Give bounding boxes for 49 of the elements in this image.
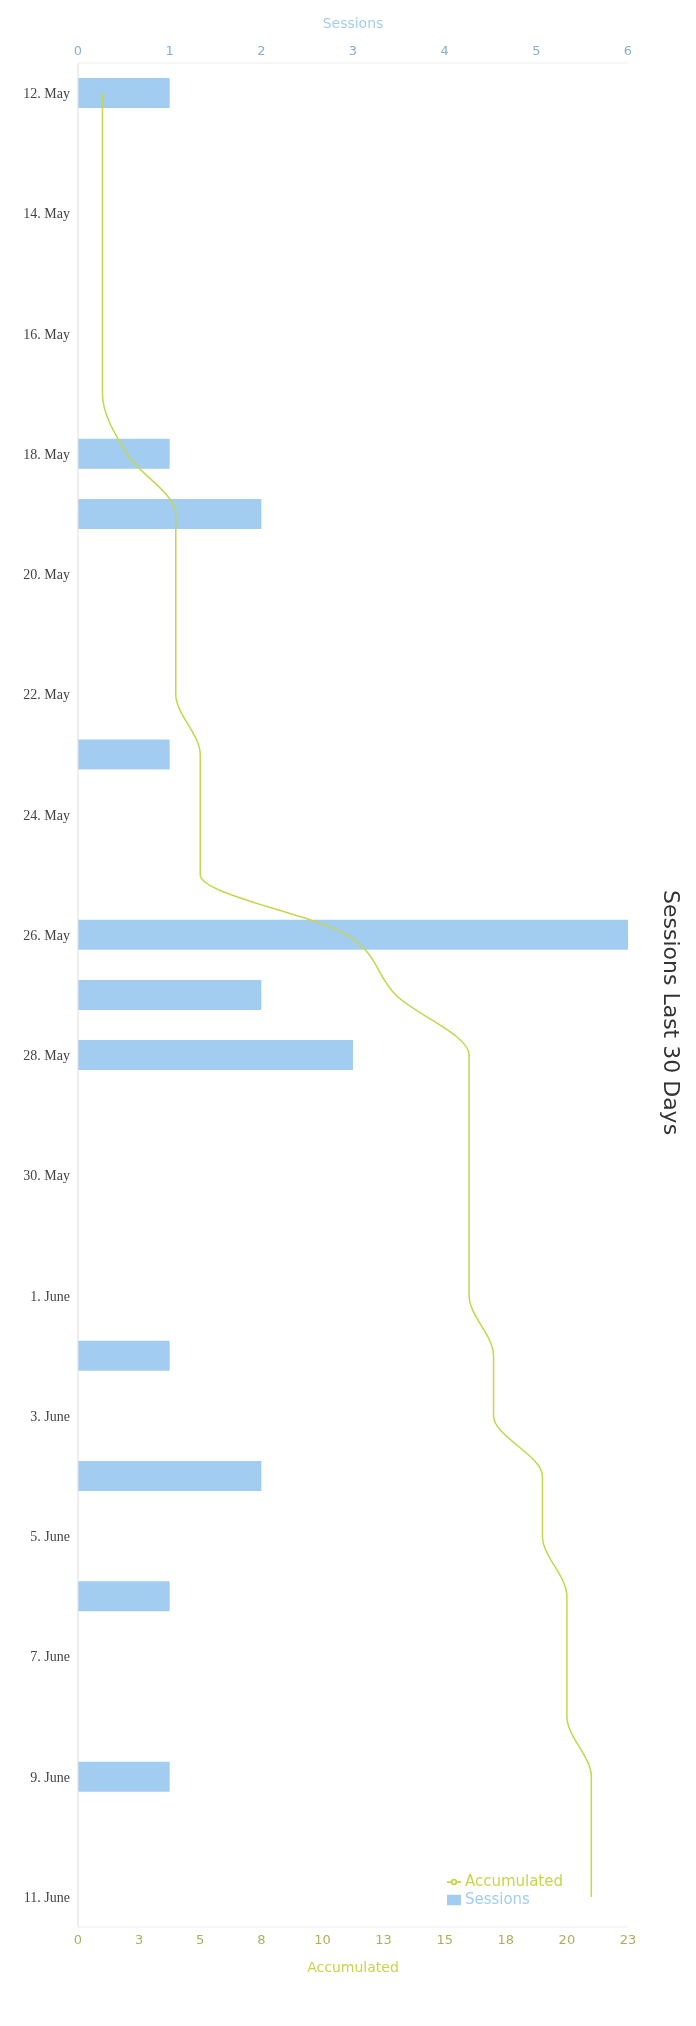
bar [78,1581,170,1612]
x-tick-label: 5 [532,43,541,58]
x2-tick-label: 20 [558,1932,576,1948]
x-tick-label: 3 [348,43,358,58]
x2-tick-label: 3 [134,1932,144,1948]
x2-tick-label: 15 [436,1932,453,1948]
bar [78,438,170,469]
x-tick-label: 0 [73,43,83,58]
y-tick-label: 5. June [30,1529,70,1545]
y-tick-label: 28. May [23,1048,70,1064]
x2-tick-label: 13 [375,1932,392,1948]
y-tick-label: 26. May [23,927,70,943]
bar [78,498,262,529]
bar [78,979,262,1010]
y-tick-label: 30. May [23,1168,70,1184]
x-tick-label: 4 [440,43,449,58]
y-tick-label: 11. June [23,1889,70,1905]
y-tick-label: 18. May [23,446,70,462]
x2-tick-label: 10 [314,1932,331,1948]
bar [78,1040,353,1071]
x-tick-label: 2 [257,43,266,58]
y-tick-label: 22. May [23,687,70,703]
x2-tick-label: 23 [619,1932,637,1948]
y-tick-label: 1. June [30,1288,70,1304]
x-axis-title: Sessions [322,14,384,31]
y-tick-label: 7. June [30,1649,70,1665]
bar [78,1340,170,1371]
x-tick-label: 6 [623,43,633,58]
text: Sessions Last 30 Days [659,890,684,1136]
y-tick-label: 20. May [23,567,70,583]
x2-tick-label: 18 [497,1932,515,1948]
x-tick-label: 1 [165,43,174,58]
legend-label: Sessions [464,1890,530,1908]
x2-tick-label: 8 [257,1932,266,1948]
bar [78,1461,262,1491]
bar [78,739,170,770]
bar [78,78,170,109]
y-tick-label: 9. June [30,1769,70,1785]
x2-tick-label: 5 [196,1932,205,1948]
y-tick-label: 14. May [23,206,70,222]
x2-tick-label: 0 [73,1932,83,1948]
y-tick-label: 24. May [23,807,70,823]
y-tick-label: 12. May [23,86,70,102]
bar [78,1761,170,1792]
y-tick-label: 16. May [23,326,70,342]
bar [78,919,628,950]
legend-label: Accumulated [464,1872,563,1890]
x2-axis-title: Accumulated [307,1959,399,1975]
y-tick-label: 3. June [30,1408,70,1424]
